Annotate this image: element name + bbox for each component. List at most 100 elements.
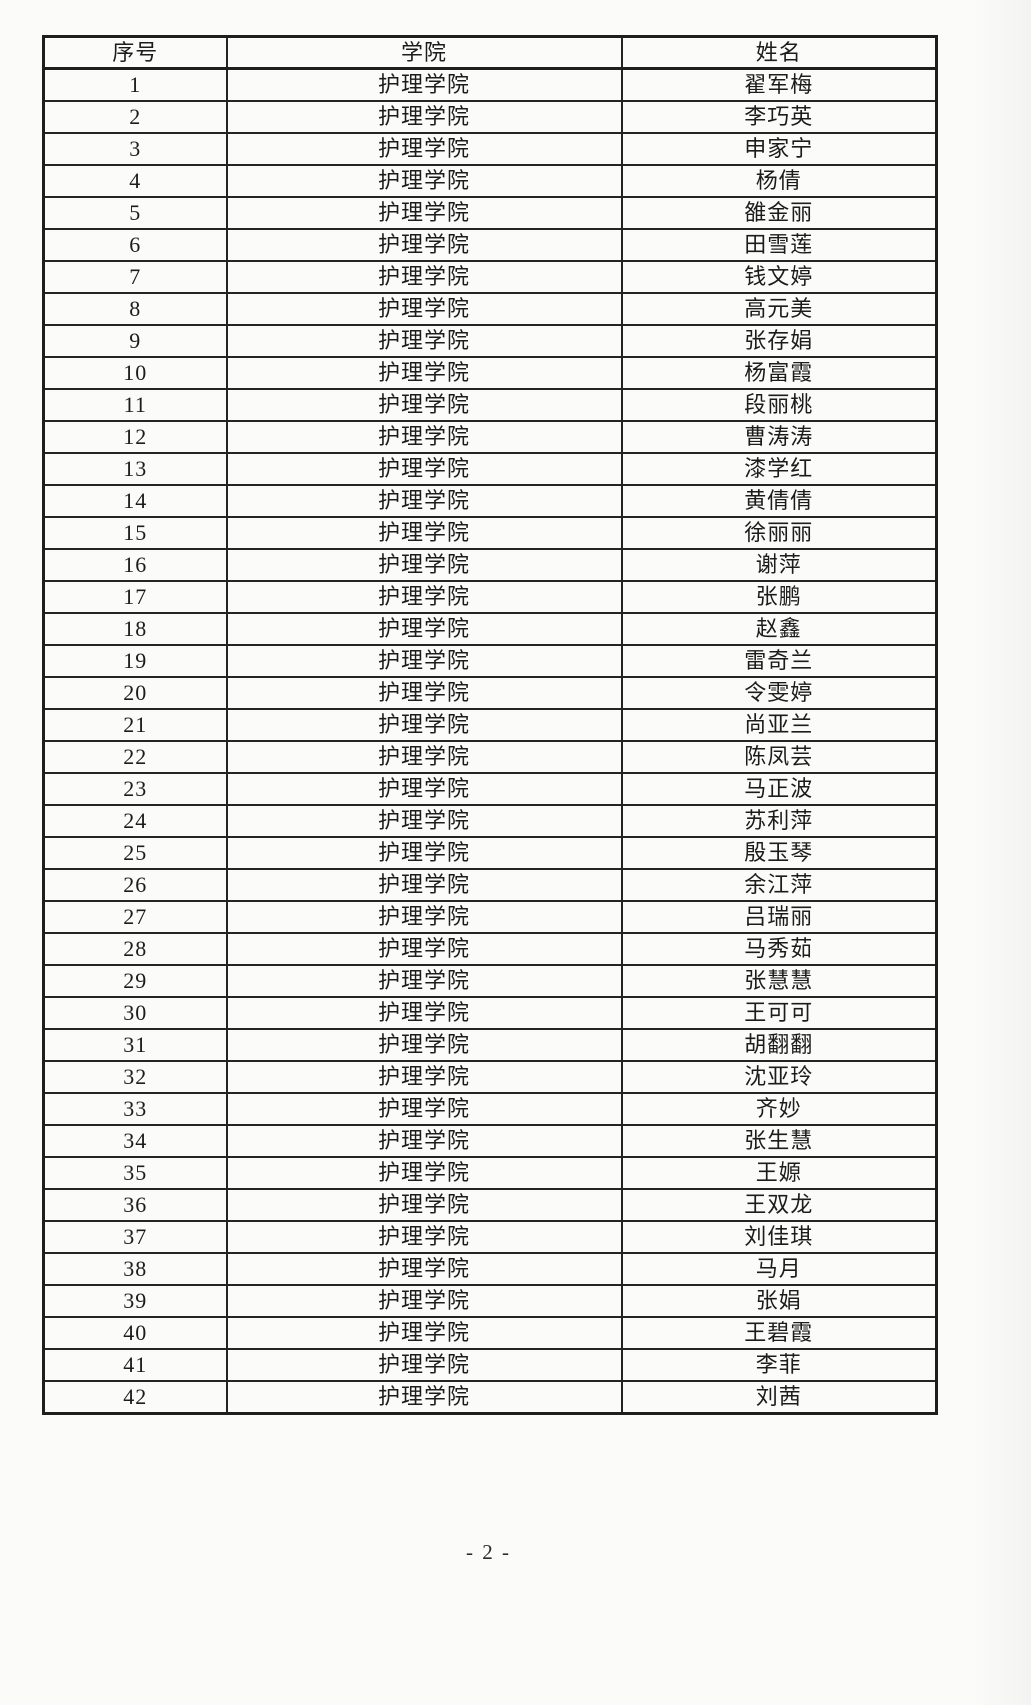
row-index-cell: 40 bbox=[42, 1316, 228, 1350]
college-cell: 护理学院 bbox=[225, 100, 623, 134]
row-index-cell: 14 bbox=[42, 484, 228, 518]
college-cell: 护理学院 bbox=[225, 1188, 623, 1222]
column-header-college: 学院 bbox=[225, 35, 623, 70]
table-row: 15 护理学院 徐丽丽 bbox=[42, 516, 938, 550]
college-cell: 护理学院 bbox=[225, 644, 623, 678]
college-cell: 护理学院 bbox=[225, 1316, 623, 1350]
row-index-cell: 8 bbox=[42, 292, 228, 326]
college-cell: 护理学院 bbox=[225, 580, 623, 614]
name-cell: 高元美 bbox=[620, 292, 938, 326]
name-cell: 段丽桃 bbox=[620, 388, 938, 422]
header-row: 序号 学院 姓名 bbox=[42, 35, 938, 70]
college-cell: 护理学院 bbox=[225, 612, 623, 646]
table-row: 12 护理学院 曹涛涛 bbox=[42, 420, 938, 454]
row-index-cell: 25 bbox=[42, 836, 228, 870]
college-cell: 护理学院 bbox=[225, 996, 623, 1030]
college-cell: 护理学院 bbox=[225, 740, 623, 774]
college-cell: 护理学院 bbox=[225, 132, 623, 166]
row-index-cell: 3 bbox=[42, 132, 228, 166]
name-cell: 雒金丽 bbox=[620, 196, 938, 230]
name-cell: 沈亚玲 bbox=[620, 1060, 938, 1094]
college-cell: 护理学院 bbox=[225, 1124, 623, 1158]
row-index-cell: 37 bbox=[42, 1220, 228, 1254]
name-cell: 王嫄 bbox=[620, 1156, 938, 1190]
table-row: 33 护理学院 齐妙 bbox=[42, 1092, 938, 1126]
row-index-cell: 9 bbox=[42, 324, 228, 358]
name-cell: 张慧慧 bbox=[620, 964, 938, 998]
table-row: 21 护理学院 尚亚兰 bbox=[42, 708, 938, 742]
name-cell: 杨倩 bbox=[620, 164, 938, 198]
college-cell: 护理学院 bbox=[225, 772, 623, 806]
row-index-cell: 41 bbox=[42, 1348, 228, 1382]
table-body: 1 护理学院 翟军梅 2 护理学院 李巧英 3 护理学院 申家宁 4 护理学院 杨倩 5 护理学院 雒金丽 6… bbox=[42, 67, 938, 1415]
college-cell: 护理学院 bbox=[225, 196, 623, 230]
table-row: 39 护理学院 张娟 bbox=[42, 1284, 938, 1318]
row-index-cell: 6 bbox=[42, 228, 228, 262]
name-cell: 张存娟 bbox=[620, 324, 938, 358]
name-cell: 马月 bbox=[620, 1252, 938, 1286]
name-cell: 李菲 bbox=[620, 1348, 938, 1382]
name-cell: 张生慧 bbox=[620, 1124, 938, 1158]
college-cell: 护理学院 bbox=[225, 1060, 623, 1094]
college-cell: 护理学院 bbox=[225, 516, 623, 550]
name-cell: 曹涛涛 bbox=[620, 420, 938, 454]
table-row: 25 护理学院 殷玉琴 bbox=[42, 836, 938, 870]
college-cell: 护理学院 bbox=[225, 1156, 623, 1190]
college-cell: 护理学院 bbox=[225, 1092, 623, 1126]
table-row: 26 护理学院 余江萍 bbox=[42, 868, 938, 902]
row-index-cell: 7 bbox=[42, 260, 228, 294]
table-row: 36 护理学院 王双龙 bbox=[42, 1188, 938, 1222]
name-cell: 李巧英 bbox=[620, 100, 938, 134]
row-index-cell: 21 bbox=[42, 708, 228, 742]
college-cell: 护理学院 bbox=[225, 1380, 623, 1415]
name-cell: 马秀茹 bbox=[620, 932, 938, 966]
row-index-cell: 5 bbox=[42, 196, 228, 230]
table-row: 38 护理学院 马月 bbox=[42, 1252, 938, 1286]
row-index-cell: 15 bbox=[42, 516, 228, 550]
row-index-cell: 22 bbox=[42, 740, 228, 774]
name-cell: 张鹏 bbox=[620, 580, 938, 614]
row-index-cell: 23 bbox=[42, 772, 228, 806]
row-index-cell: 33 bbox=[42, 1092, 228, 1126]
name-cell: 殷玉琴 bbox=[620, 836, 938, 870]
name-cell: 苏利萍 bbox=[620, 804, 938, 838]
college-cell: 护理学院 bbox=[225, 356, 623, 390]
scan-shading bbox=[971, 0, 1031, 1705]
college-cell: 护理学院 bbox=[225, 964, 623, 998]
college-cell: 护理学院 bbox=[225, 388, 623, 422]
name-cell: 吕瑞丽 bbox=[620, 900, 938, 934]
row-index-cell: 42 bbox=[42, 1380, 228, 1415]
college-cell: 护理学院 bbox=[225, 1348, 623, 1382]
page-number: - 2 - bbox=[466, 1540, 511, 1564]
table-row: 19 护理学院 雷奇兰 bbox=[42, 644, 938, 678]
name-cell: 雷奇兰 bbox=[620, 644, 938, 678]
name-cell: 翟军梅 bbox=[620, 67, 938, 102]
college-cell: 护理学院 bbox=[225, 324, 623, 358]
row-index-cell: 26 bbox=[42, 868, 228, 902]
column-header-name: 姓名 bbox=[620, 35, 938, 70]
table-row: 40 护理学院 王碧霞 bbox=[42, 1316, 938, 1350]
name-cell: 刘佳琪 bbox=[620, 1220, 938, 1254]
college-cell: 护理学院 bbox=[225, 228, 623, 262]
college-cell: 护理学院 bbox=[225, 292, 623, 326]
table-row: 31 护理学院 胡翻翻 bbox=[42, 1028, 938, 1062]
name-cell: 漆学红 bbox=[620, 452, 938, 486]
table-row: 23 护理学院 马正波 bbox=[42, 772, 938, 806]
column-header-index: 序号 bbox=[42, 35, 228, 70]
row-index-cell: 36 bbox=[42, 1188, 228, 1222]
row-index-cell: 1 bbox=[42, 67, 228, 102]
name-cell: 余江萍 bbox=[620, 868, 938, 902]
table-row: 13 护理学院 漆学红 bbox=[42, 452, 938, 486]
table-row: 5 护理学院 雒金丽 bbox=[42, 196, 938, 230]
row-index-cell: 30 bbox=[42, 996, 228, 1030]
name-cell: 黄倩倩 bbox=[620, 484, 938, 518]
table-row: 29 护理学院 张慧慧 bbox=[42, 964, 938, 998]
table-row: 28 护理学院 马秀茹 bbox=[42, 932, 938, 966]
table-row: 20 护理学院 令雯婷 bbox=[42, 676, 938, 710]
name-cell: 陈凤芸 bbox=[620, 740, 938, 774]
college-cell: 护理学院 bbox=[225, 804, 623, 838]
college-cell: 护理学院 bbox=[225, 1284, 623, 1318]
table-row: 30 护理学院 王可可 bbox=[42, 996, 938, 1030]
name-cell: 徐丽丽 bbox=[620, 516, 938, 550]
row-index-cell: 29 bbox=[42, 964, 228, 998]
